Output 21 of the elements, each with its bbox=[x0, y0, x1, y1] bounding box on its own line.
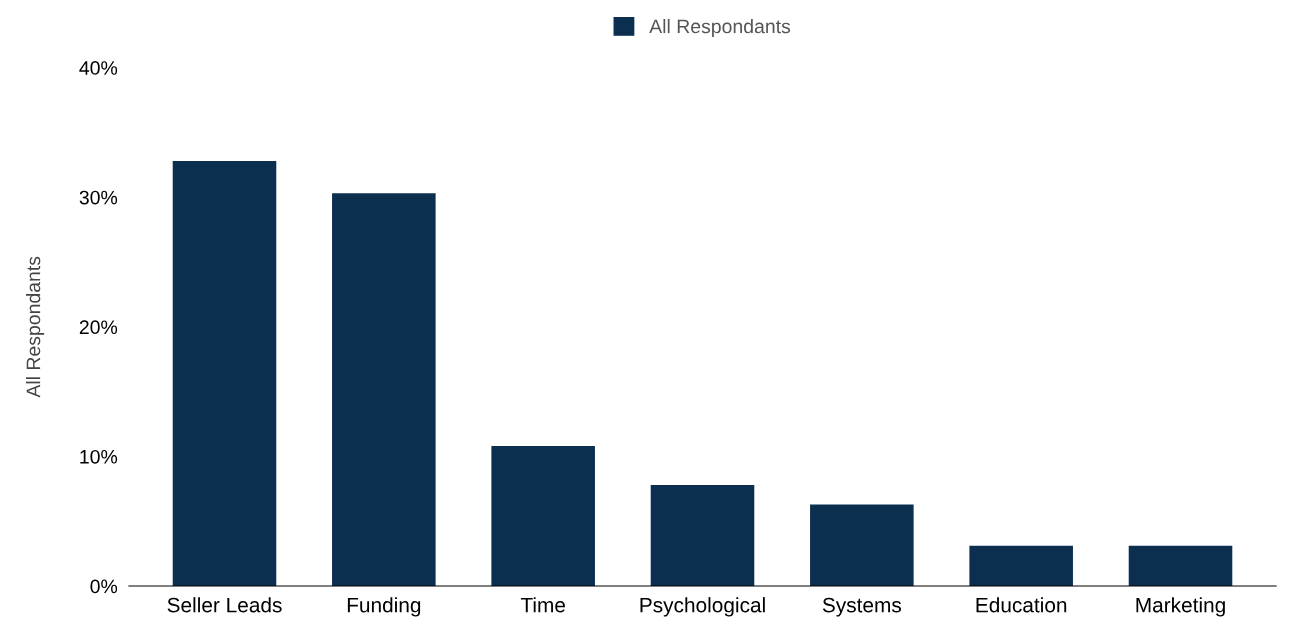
x-tick-label: Marketing bbox=[1136, 597, 1225, 617]
bar bbox=[332, 193, 436, 587]
x-tick-label: Seller Leads bbox=[167, 597, 282, 613]
x-tick-label: Time bbox=[520, 597, 565, 613]
y-tick-label: 20% bbox=[79, 320, 118, 335]
y-tick-label: 10% bbox=[80, 449, 118, 464]
bar bbox=[1128, 545, 1233, 587]
x-tick-label: Systems bbox=[822, 597, 902, 617]
bar bbox=[172, 160, 277, 587]
bar bbox=[810, 504, 914, 587]
y-tick-label: 30% bbox=[79, 190, 118, 205]
x-tick-label: Education bbox=[976, 597, 1067, 613]
bar bbox=[650, 484, 755, 587]
legend-label: All Respondants bbox=[649, 19, 791, 38]
x-tick-label: Funding bbox=[347, 597, 421, 617]
x-tick-label: Psychological bbox=[640, 597, 765, 617]
y-axis-title: All Respondants bbox=[26, 256, 45, 398]
y-tick-label: 40% bbox=[79, 61, 118, 75]
y-tick-label: 0% bbox=[90, 579, 118, 594]
bar bbox=[969, 545, 1073, 587]
bar bbox=[491, 446, 595, 587]
